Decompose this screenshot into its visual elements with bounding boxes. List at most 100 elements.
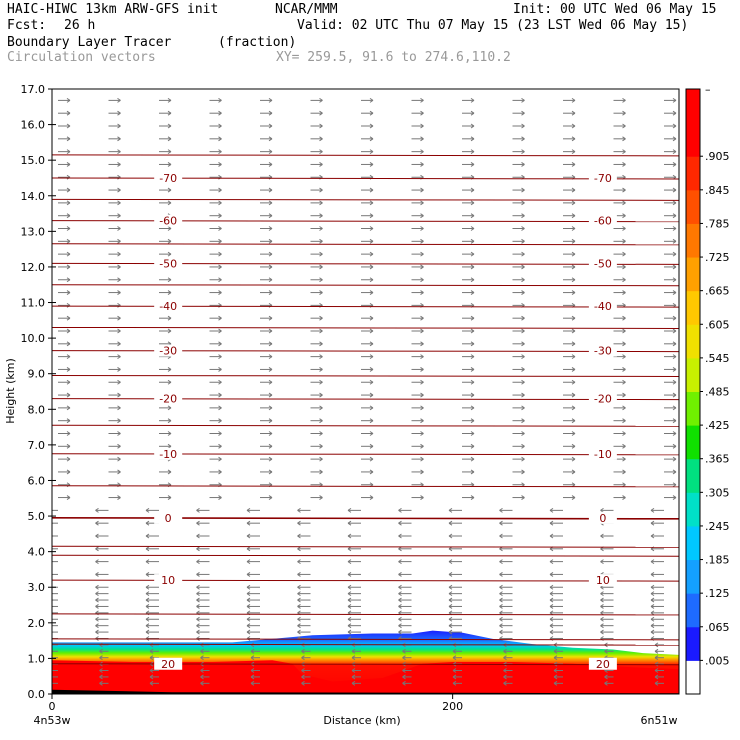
colorbar-swatch <box>686 660 700 695</box>
contour-label: -10 <box>159 448 177 461</box>
colorbar-swatch <box>686 458 700 493</box>
y-tick-label: 12.0 <box>21 261 46 274</box>
contour-label: -20 <box>594 393 612 406</box>
contour-line <box>52 220 679 223</box>
contour-line <box>52 262 679 265</box>
tracer-high-core <box>52 660 679 694</box>
contour-line <box>52 579 679 582</box>
field-units: (fraction) <box>218 35 297 50</box>
colorbar-swatch <box>686 525 700 561</box>
colorbar-label: .665 <box>705 285 730 298</box>
x-tick-label: 0 <box>49 700 56 713</box>
contour-label: 10 <box>596 574 610 587</box>
y-tick-label: 1.0 <box>28 652 46 665</box>
x-axis-label: Distance (km) <box>323 714 400 727</box>
colorbar-swatch <box>686 559 700 594</box>
y-axis-label: Height (km) <box>4 358 17 424</box>
y-tick-label: 6.0 <box>28 474 46 487</box>
contour-line <box>52 398 679 401</box>
colorbar-swatch <box>686 626 700 661</box>
contour-label: 20 <box>161 658 175 671</box>
contour-label: -40 <box>594 300 612 313</box>
colorbar-swatch <box>686 391 700 426</box>
field-name: Boundary Layer Tracer <box>7 35 172 50</box>
xy-range: XY= 259.5, 91.6 to 274.6,110.2 <box>276 50 511 65</box>
y-tick-label: 5.0 <box>28 510 46 523</box>
colorbar-label: .005 <box>705 654 730 667</box>
colorbar-label: .545 <box>705 352 730 365</box>
contour-label: -40 <box>159 300 177 313</box>
colorbar-label: .425 <box>705 419 730 432</box>
colorbar-label: .785 <box>705 217 730 230</box>
x-end-label-left: 4n53w <box>34 714 71 727</box>
contour-label: 0 <box>599 512 606 525</box>
colorbar-label: .245 <box>705 520 730 533</box>
y-tick-label: 8.0 <box>28 403 46 416</box>
plot-frame <box>51 88 680 695</box>
model-title: HAIC-HIWC 13km ARW-GFS init <box>7 2 219 17</box>
contour-label: -10 <box>594 448 612 461</box>
contour-label: -60 <box>594 215 612 228</box>
colorbar-label: .065 <box>705 621 730 634</box>
contour-label: -70 <box>594 172 612 185</box>
contour-line <box>52 177 679 180</box>
colorbar-label: .125 <box>705 587 730 600</box>
y-tick-label: 13.0 <box>21 225 46 238</box>
contour-label: -30 <box>594 345 612 358</box>
contour-label: 10 <box>161 574 175 587</box>
colorbar-label: .185 <box>705 554 730 567</box>
init-time: Init: 00 UTC Wed 06 May 15 <box>513 2 717 17</box>
valid-time: Valid: 02 UTC Thu 07 May 15 (23 LST Wed … <box>297 18 689 33</box>
y-tick-label: 9.0 <box>28 368 46 381</box>
colorbar-label: .605 <box>705 318 730 331</box>
contour-label: 20 <box>596 658 610 671</box>
colorbar-swatch <box>686 189 700 224</box>
contour-line <box>52 350 679 353</box>
y-tick-label: 17.0 <box>21 83 46 96</box>
contour-line <box>52 453 679 456</box>
fcst-value: 26 h <box>64 18 96 33</box>
colorbar-swatch <box>686 156 700 191</box>
contour-label: -60 <box>159 215 177 228</box>
colorbar-swatch <box>686 357 700 392</box>
colorbar-label: .905 <box>705 150 730 163</box>
y-tick-label: 7.0 <box>28 439 46 452</box>
contour-label: -70 <box>159 172 177 185</box>
colorbar-swatch <box>686 425 700 460</box>
colorbar-swatch <box>686 89 700 124</box>
circulation-vectors <box>52 97 677 686</box>
colorbar-swatch <box>686 122 700 157</box>
colorbar-label: .365 <box>705 453 730 466</box>
y-tick-label: 10.0 <box>21 332 46 345</box>
colorbar-label: .485 <box>705 386 730 399</box>
contour-label: -50 <box>159 257 177 270</box>
colorbar-swatch <box>686 223 700 258</box>
overlay-name: Circulation vectors <box>7 50 156 65</box>
colorbar-swatch <box>686 593 700 628</box>
y-tick-label: 3.0 <box>28 581 46 594</box>
fcst-label: Fcst: <box>7 18 47 33</box>
colorbar-swatch <box>686 492 700 527</box>
y-tick-label: 16.0 <box>21 119 46 132</box>
y-tick-label: 2.0 <box>28 617 46 630</box>
contour-line <box>52 517 679 520</box>
contour-label: -50 <box>594 257 612 270</box>
contour-label: 0 <box>165 512 172 525</box>
colorbar-swatch <box>686 324 700 359</box>
colorbar-top-label: – <box>705 83 711 96</box>
y-tick-label: 0.0 <box>28 688 46 701</box>
x-end-label-right: 6n51w <box>641 714 678 727</box>
colorbar-swatch <box>686 290 700 325</box>
y-tick-label: 15.0 <box>21 154 46 167</box>
contour-label: -20 <box>159 393 177 406</box>
org-label: NCAR/MMM <box>275 2 338 17</box>
contour-line <box>52 305 679 308</box>
colorbar-label: .305 <box>705 486 730 499</box>
x-tick-label: 200 <box>442 700 463 713</box>
y-tick-label: 14.0 <box>21 190 46 203</box>
colorbar-label: .845 <box>705 184 730 197</box>
y-tick-label: 11.0 <box>21 297 46 310</box>
colorbar-label: .725 <box>705 251 730 264</box>
contour-label: -30 <box>159 345 177 358</box>
